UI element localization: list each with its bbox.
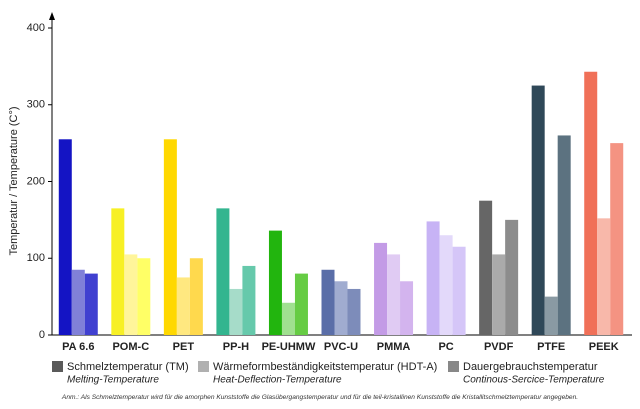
bar — [531, 85, 545, 335]
x-tick-label: POM-C — [112, 341, 149, 353]
bar — [439, 235, 453, 335]
legend-swatch — [448, 361, 459, 372]
bar — [584, 71, 598, 335]
x-tick-label: PP-H — [223, 341, 249, 353]
x-tick-label: PTFE — [537, 341, 565, 353]
footnote: Anm.: Als Schmelztemperatur wird für die… — [61, 394, 578, 401]
y-tick-label: 0 — [39, 329, 45, 341]
x-tick-label: PA 6.6 — [62, 341, 94, 353]
bar — [281, 302, 295, 335]
x-tick-label: PC — [438, 341, 453, 353]
x-tick-label: PVDF — [484, 341, 514, 353]
bar — [610, 143, 624, 335]
bar — [387, 254, 401, 335]
bar — [334, 281, 348, 335]
legend-label: Dauergebrauchstemperatur — [463, 361, 598, 373]
bar — [58, 139, 72, 335]
legend-label: Schmelztemperatur (TM) — [67, 361, 189, 373]
bar — [176, 277, 190, 335]
bar — [268, 230, 282, 335]
bar — [479, 200, 493, 335]
bar — [229, 288, 243, 335]
y-tick-label: 200 — [27, 175, 45, 187]
y-tick-label: 400 — [27, 22, 45, 34]
x-tick-label: PMMA — [377, 341, 411, 353]
bar — [400, 281, 414, 335]
bar — [505, 219, 519, 335]
bar — [189, 258, 203, 335]
bar — [426, 221, 440, 335]
bar — [84, 273, 98, 335]
legend-description: Continous-Sercice-Temperature — [463, 375, 605, 386]
legend-description: Melting-Temperature — [67, 375, 159, 386]
bar — [544, 296, 558, 335]
bar — [111, 208, 125, 335]
bar — [163, 139, 177, 335]
y-tick-label: 100 — [27, 252, 45, 264]
x-tick-label: PE-UHMW — [262, 341, 316, 353]
bar — [124, 254, 138, 335]
bar — [137, 258, 151, 335]
bar — [374, 242, 388, 335]
y-tick-label: 300 — [27, 99, 45, 111]
x-tick-label: PET — [173, 341, 195, 353]
bar — [492, 254, 506, 335]
legend-label: Wärmeformbeständigkeitstemperatur (HDT-A… — [213, 361, 437, 373]
legend-swatch — [52, 361, 63, 372]
bar — [71, 269, 85, 335]
bar — [216, 208, 230, 335]
bar — [557, 135, 571, 335]
bar — [242, 265, 256, 335]
bar — [347, 288, 361, 335]
legend-swatch — [198, 361, 209, 372]
bar — [597, 218, 611, 335]
y-axis-label: Temperatur / Temperature (C°) — [8, 106, 20, 255]
bar — [452, 246, 466, 335]
bar — [321, 269, 335, 335]
y-axis-arrow — [49, 12, 55, 20]
bar — [294, 273, 308, 335]
x-tick-label: PVC-U — [324, 341, 358, 353]
x-tick-label: PEEK — [589, 341, 619, 353]
legend-description: Heat-Deflection-Temperature — [213, 375, 342, 386]
